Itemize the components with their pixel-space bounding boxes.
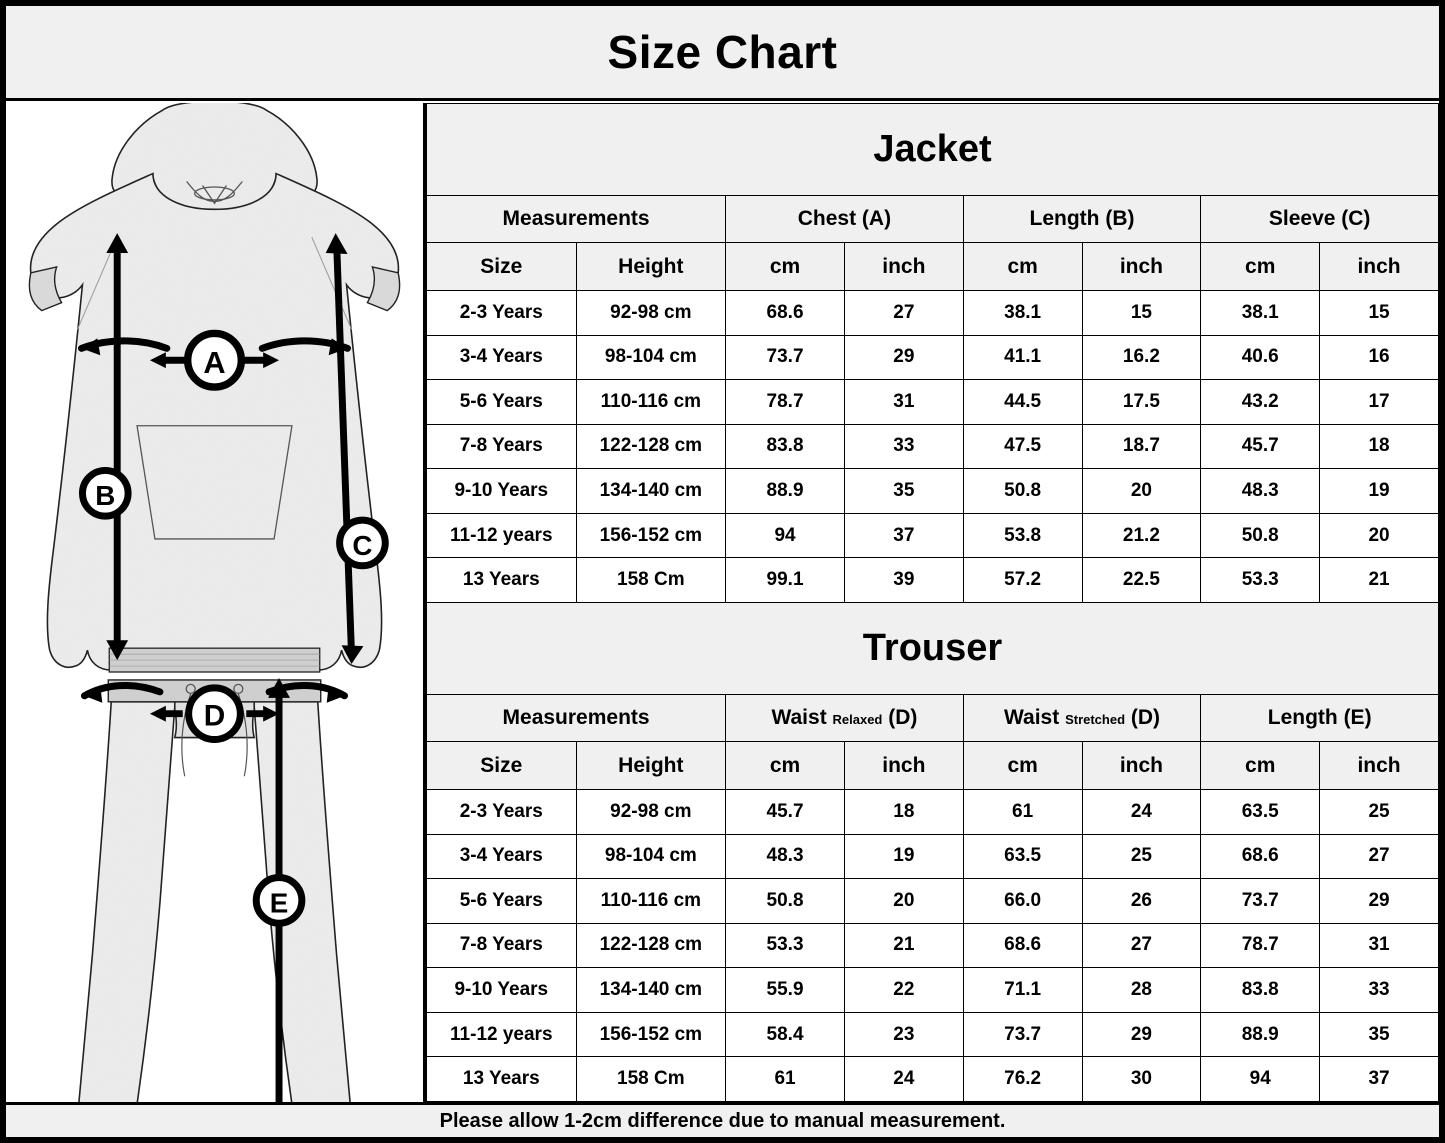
svg-text:C: C (352, 530, 372, 561)
svg-text:B: B (95, 480, 115, 511)
svg-text:D: D (204, 700, 226, 733)
svg-text:A: A (203, 345, 225, 380)
svg-text:E: E (270, 887, 289, 918)
